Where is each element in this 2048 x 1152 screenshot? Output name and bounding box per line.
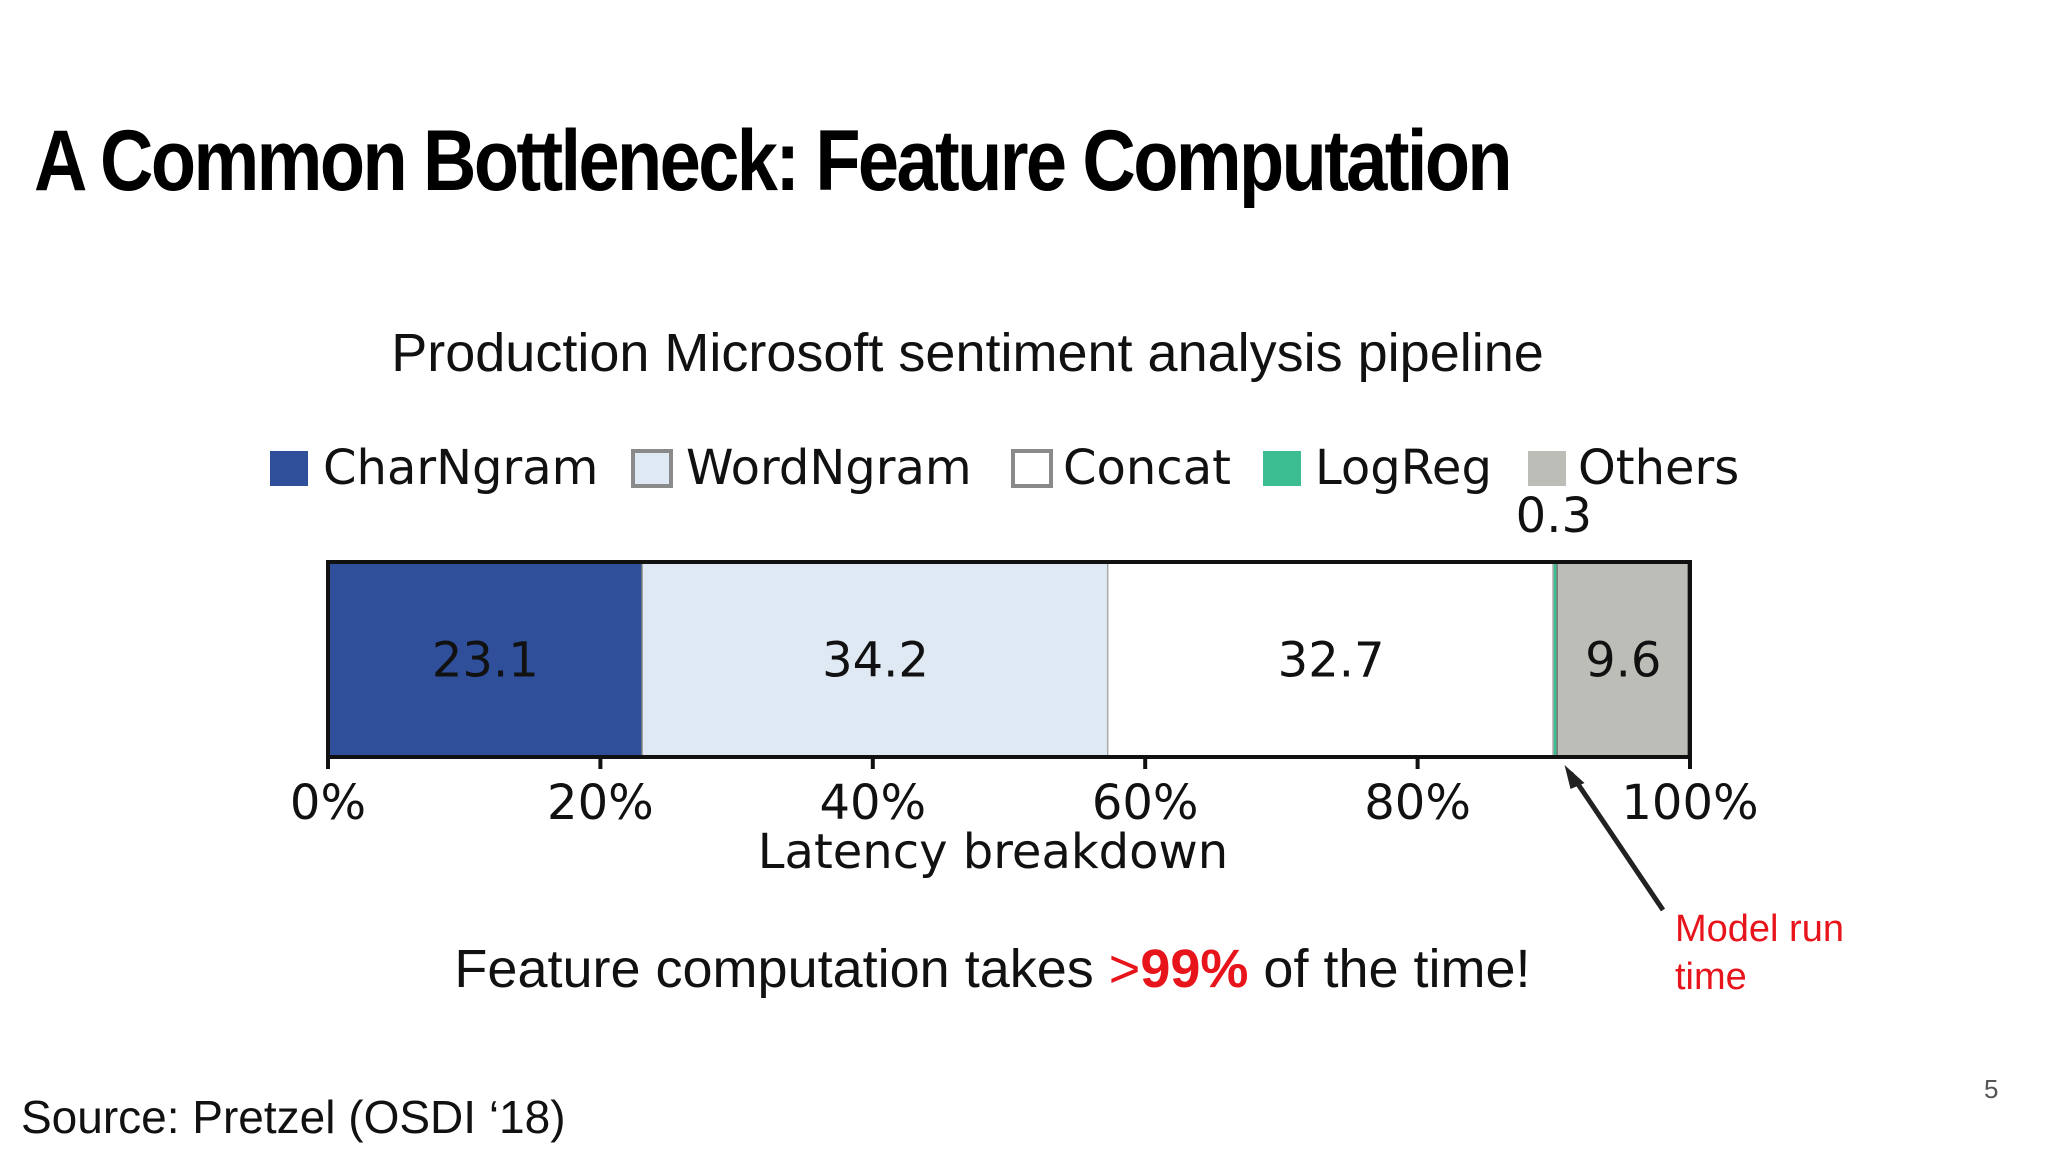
legend-label-logreg: LogReg	[1315, 440, 1492, 496]
legend-label-wordngram: WordNgram	[686, 440, 972, 496]
x-tick-label-3: 60%	[1092, 775, 1199, 831]
takeaway-highlight: >99%	[1109, 939, 1249, 999]
takeaway-text: Feature computation takes >99% of the ti…	[0, 938, 1985, 1000]
legend-label-charngram: CharNgram	[323, 440, 598, 496]
data-label-concat: 32.7	[1278, 633, 1385, 689]
x-tick-label-4: 80%	[1364, 775, 1471, 831]
bar-frame	[326, 560, 1692, 759]
model-run-time-note: Model run time	[1675, 905, 1844, 1001]
legend-swatch-charngram	[270, 451, 308, 486]
x-axis-label: Latency breakdown	[758, 824, 1228, 880]
annotation-arrow-line	[1568, 771, 1666, 912]
page-number: 5	[1984, 1074, 1999, 1104]
bar-segment-logreg	[1553, 562, 1558, 757]
x-tick-label-2: 40%	[819, 775, 926, 831]
data-label-wordngram: 34.2	[822, 633, 929, 689]
x-tick-label-1: 20%	[547, 775, 654, 831]
legend-swatch-logreg	[1263, 451, 1301, 486]
legend-label-concat: Concat	[1063, 440, 1231, 496]
takeaway-after: of the time!	[1248, 939, 1531, 999]
legend-swatch-wordngram	[631, 449, 673, 488]
bar-segment-wordngram	[642, 562, 1109, 757]
takeaway-highlight-value: 99%	[1140, 939, 1249, 999]
data-label-others: 9.6	[1585, 633, 1661, 689]
legend-swatch-others	[1528, 451, 1566, 486]
slide-title: A Common Bottleneck: Feature Computation	[34, 113, 1513, 209]
bar-segment-charngram	[328, 562, 643, 757]
x-tick-label-0: 0%	[290, 775, 366, 831]
takeaway-highlight-prefix: >	[1108, 939, 1141, 999]
data-label-logreg: 0.3	[1516, 488, 1592, 544]
legend-label-others: Others	[1578, 440, 1739, 496]
bar-segment-others	[1557, 562, 1689, 757]
chart-subtitle: Production Microsoft sentiment analysis …	[391, 323, 1544, 383]
data-label-charngram: 23.1	[432, 633, 539, 689]
source-citation: Source: Pretzel (OSDI ‘18)	[21, 1091, 566, 1143]
annotation-arrow-head	[1564, 765, 1585, 789]
takeaway-before: Feature computation takes	[454, 939, 1109, 999]
legend-swatch-concat	[1011, 449, 1053, 488]
bar-segment-concat	[1108, 562, 1554, 757]
x-tick-label-5: 100%	[1621, 775, 1758, 831]
note-line-1: Model run	[1675, 908, 1844, 950]
note-line-2: time	[1675, 956, 1747, 998]
